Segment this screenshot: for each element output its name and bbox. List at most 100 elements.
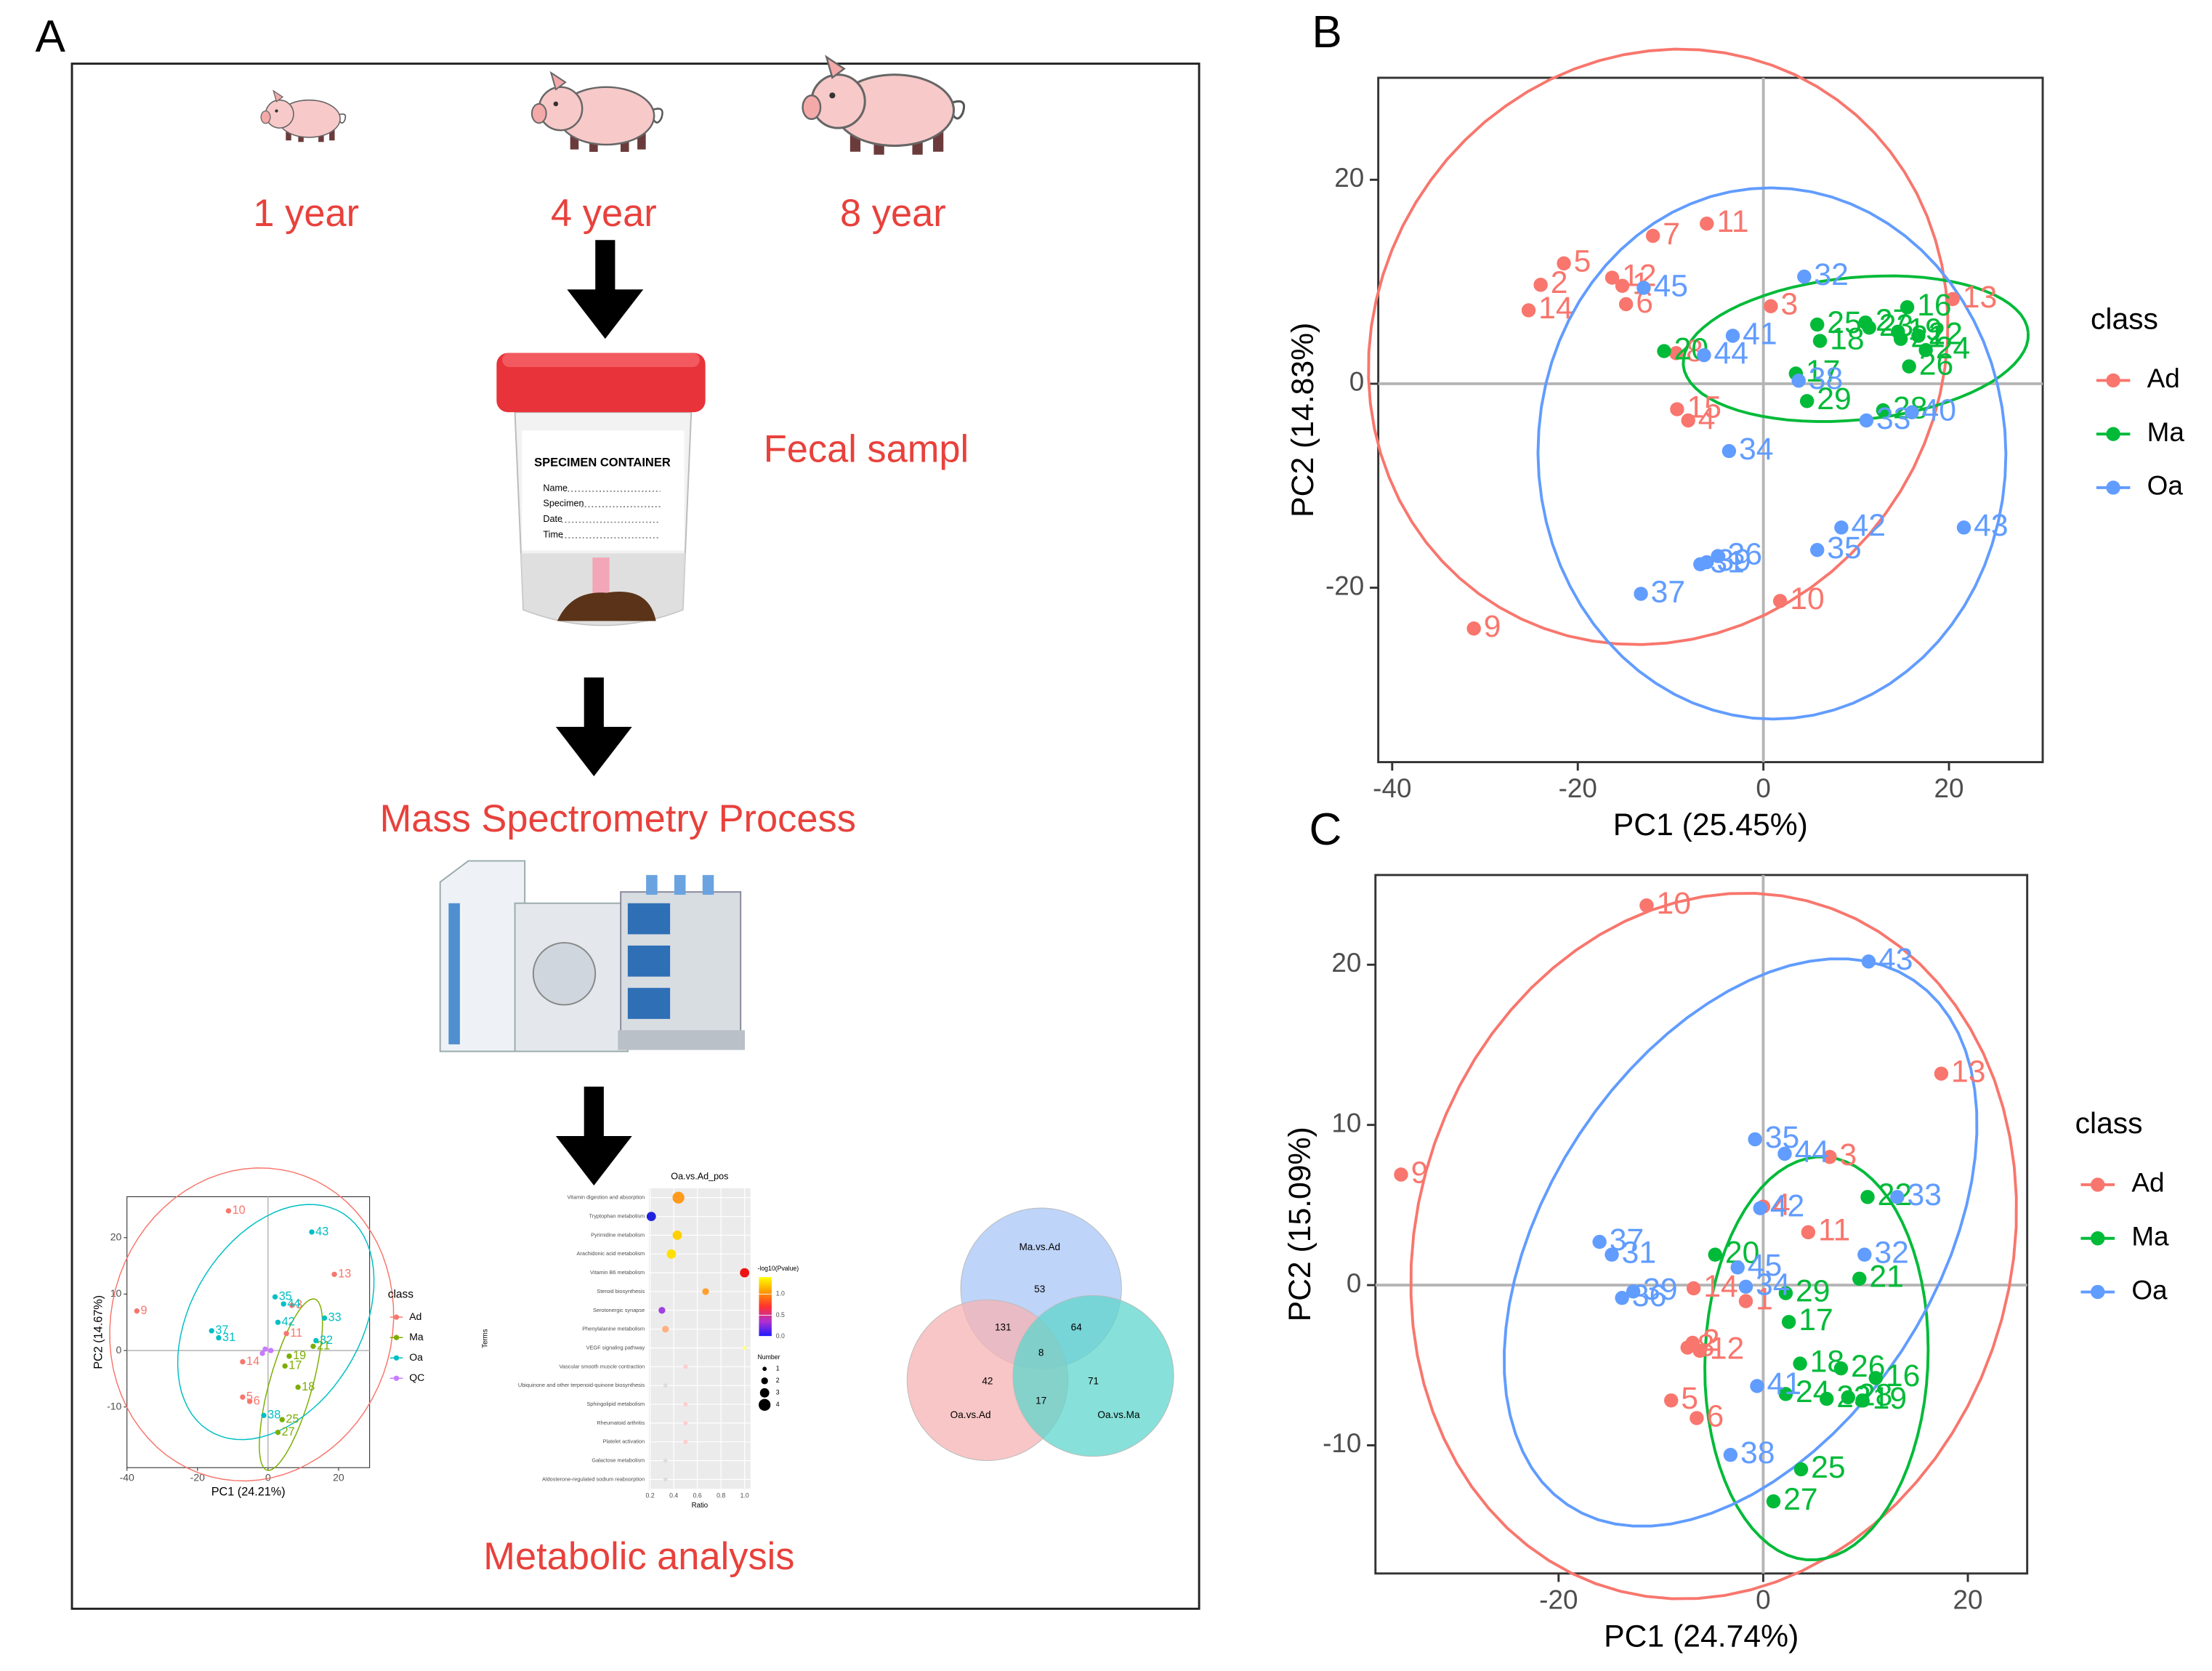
size-label: 3 (776, 1389, 780, 1396)
y-tick-label: VEGF signaling pathway (586, 1344, 645, 1350)
point (1855, 1393, 1870, 1408)
x-axis-label: PC1 (24.74%) (1604, 1619, 1799, 1654)
point (1852, 1271, 1867, 1286)
y-tick-label: Arachidonic acid metabolism (577, 1250, 645, 1257)
point (1945, 291, 1960, 307)
point-label: 42 (1770, 1189, 1804, 1224)
lid (496, 353, 706, 413)
point-label: 35 (1827, 531, 1861, 565)
pig-4 (530, 71, 663, 153)
bubble (646, 1212, 656, 1222)
point (1841, 1390, 1855, 1405)
container-title: SPECIMEN CONTAINER (534, 456, 671, 469)
size-key (761, 1377, 768, 1385)
x-tick-label: 0 (265, 1472, 271, 1483)
point (1645, 228, 1660, 243)
legend-key (2106, 427, 2120, 441)
legend-label: Ad (2131, 1168, 2164, 1198)
point (209, 1328, 214, 1334)
bubble (702, 1288, 709, 1295)
x-tick-label: 20 (1953, 1585, 1983, 1614)
point-label: 3 (1780, 287, 1798, 322)
legend-title: class (2075, 1106, 2143, 1140)
legend-title: class (388, 1288, 414, 1300)
lc-panel (627, 988, 671, 1019)
point (1533, 278, 1548, 292)
point (134, 1308, 140, 1314)
x-tick-label: 20 (1934, 773, 1964, 803)
x-tick-label: 0 (1756, 773, 1771, 803)
point (1797, 269, 1812, 284)
bubble (663, 1477, 668, 1482)
point-label: 13 (338, 1268, 351, 1281)
point-label: 44 (1795, 1135, 1829, 1169)
pig-1 (260, 90, 347, 143)
colorbar-label: 0.5 (776, 1311, 785, 1318)
point-label: 45 (1654, 268, 1688, 303)
point (1799, 394, 1815, 408)
age-label: 8 year (840, 193, 946, 235)
point (1686, 1281, 1701, 1296)
y-tick-label: 20 (1331, 948, 1361, 978)
y-tick-label: Serotonergic synapse (593, 1307, 645, 1313)
y-tick-label: 0 (1347, 1268, 1362, 1298)
bubble (683, 1420, 688, 1425)
venn-count: 71 (1088, 1375, 1099, 1386)
size-label: 2 (776, 1377, 780, 1384)
point-label: 34 (1756, 1268, 1790, 1302)
legend-label: Ma (2131, 1221, 2169, 1251)
point-label: 25 (286, 1412, 299, 1425)
point-label: 44 (1714, 336, 1748, 371)
point (1956, 520, 1971, 535)
venn-set-label: Oa.vs.Ma (1097, 1409, 1140, 1420)
confidence-ellipse (1703, 1155, 1930, 1561)
venn-set-label: Ma.vs.Ad (1019, 1241, 1060, 1252)
point-label: 5 (1574, 244, 1591, 279)
point (246, 1398, 253, 1404)
point (1708, 1247, 1722, 1262)
x-tick-label: 20 (333, 1472, 344, 1483)
legend-label: Ad (2147, 363, 2180, 393)
panel-label: A (36, 12, 66, 62)
age-label: 4 year (551, 193, 657, 235)
point-label: 35 (279, 1290, 292, 1303)
point-label: 32 (1874, 1235, 1908, 1270)
size-label: 1 (776, 1365, 780, 1372)
point (289, 1302, 295, 1308)
point (331, 1271, 337, 1277)
y-tick-label: 10 (110, 1287, 122, 1299)
point-label: 19 (1908, 313, 1942, 347)
point-label: 43 (1878, 942, 1913, 977)
confidence-ellipse (1409, 892, 2018, 1600)
point-label: 21 (1910, 320, 1945, 355)
point (1615, 1291, 1629, 1305)
point (321, 1315, 328, 1321)
point-label: 32 (1814, 257, 1848, 292)
point (1934, 1066, 1949, 1081)
point (1700, 216, 1714, 231)
point-label: 12 (1710, 1332, 1744, 1366)
y-tick-label: Tryptophan metabolism (589, 1213, 645, 1220)
colorbar-label: 0.0 (776, 1332, 785, 1340)
point (1604, 1247, 1619, 1262)
venn-set (1012, 1294, 1174, 1457)
point (1861, 954, 1876, 969)
size-label: 4 (776, 1401, 780, 1408)
point (1639, 898, 1654, 913)
point (1521, 303, 1536, 318)
point-label: 38 (1809, 361, 1843, 396)
point (1833, 1361, 1849, 1376)
container-field: Specimen (543, 499, 584, 509)
point-label: 10 (1657, 886, 1691, 921)
legend-key (393, 1375, 400, 1381)
venn-count: 131 (995, 1322, 1012, 1333)
point (1834, 520, 1849, 535)
field-lines (561, 491, 661, 539)
bubble (663, 1383, 668, 1388)
point-label: 33 (1876, 401, 1910, 436)
mass-spectrometer (439, 860, 746, 1052)
ms-window (532, 942, 597, 1006)
point-label: 17 (288, 1359, 302, 1372)
point-label: 36 (1728, 536, 1762, 571)
